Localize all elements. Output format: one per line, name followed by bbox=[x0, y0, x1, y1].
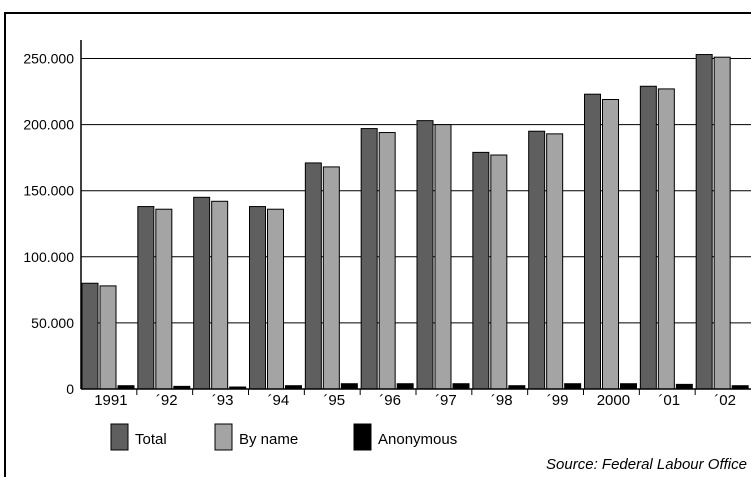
bar-total bbox=[528, 130, 546, 390]
bar-total bbox=[472, 151, 490, 390]
legend-swatch-by-name bbox=[214, 423, 233, 451]
bar-by-name bbox=[490, 154, 508, 390]
bar-by-name bbox=[434, 124, 452, 390]
y-tick-label: 0 bbox=[66, 381, 74, 397]
legend-label: Anonymous bbox=[378, 431, 457, 448]
bar-by-name bbox=[155, 208, 173, 390]
bar-total bbox=[193, 196, 211, 390]
source-note: Source: Federal Labour Office bbox=[546, 456, 747, 473]
bar-anonymous bbox=[396, 383, 414, 390]
bar-by-name bbox=[211, 200, 229, 390]
bar-by-name bbox=[713, 56, 731, 390]
bar-total bbox=[584, 93, 601, 390]
bar-total bbox=[304, 162, 322, 390]
legend: Total By name Anonymous bbox=[110, 423, 457, 451]
x-tick-label: ´01 bbox=[658, 392, 680, 409]
bar-anonymous bbox=[564, 383, 582, 390]
bar-by-name bbox=[602, 98, 619, 390]
x-tick-label: ´95 bbox=[323, 392, 345, 409]
bar-anonymous bbox=[452, 383, 470, 390]
x-tick-label: 2000 bbox=[597, 392, 630, 409]
bar-by-name bbox=[267, 208, 284, 390]
x-tick-label: ´97 bbox=[435, 392, 457, 409]
bar-total bbox=[137, 206, 155, 390]
bar-by-name bbox=[322, 166, 340, 390]
bar-total bbox=[416, 120, 434, 390]
bar-by-name bbox=[546, 133, 564, 390]
x-tick-label: 1991 bbox=[94, 392, 127, 409]
legend-swatch-total bbox=[110, 423, 129, 451]
x-tick-label: ´02 bbox=[714, 392, 736, 409]
bar-total bbox=[360, 128, 378, 390]
y-tick-label: 100.000 bbox=[23, 249, 74, 265]
y-tick-label: 150.000 bbox=[23, 183, 74, 199]
bar-anonymous bbox=[620, 383, 637, 390]
axes bbox=[80, 40, 751, 395]
x-tick-label: ´98 bbox=[491, 392, 513, 409]
bar-anonymous bbox=[340, 383, 358, 390]
legend-swatch-anonymous bbox=[353, 423, 372, 451]
bar-total bbox=[695, 54, 713, 390]
gridlines bbox=[81, 58, 751, 324]
x-tick-label: ´94 bbox=[268, 392, 290, 409]
bar-total bbox=[249, 206, 266, 390]
y-tick-label: 200.000 bbox=[23, 117, 74, 133]
bar-by-name bbox=[657, 88, 675, 390]
y-tick-label: 50.000 bbox=[31, 315, 74, 331]
x-tick-label: ´92 bbox=[156, 392, 178, 409]
x-tick-label: ´99 bbox=[547, 392, 569, 409]
legend-label: Total bbox=[135, 431, 167, 448]
y-tick-labels: 0 50.000 100.000 150.000 200.000 250.000 bbox=[23, 51, 74, 397]
bar-total bbox=[81, 282, 99, 390]
x-tick-labels: 1991 ´92 ´93 ´94 ´95 ´96 ´97 ´98 ´99 2000 ´01 ´02 bbox=[94, 392, 736, 409]
x-tick-label: ´93 bbox=[212, 392, 234, 409]
legend-label: By name bbox=[239, 431, 298, 448]
bar-by-name bbox=[99, 285, 117, 390]
bar-by-name bbox=[378, 132, 396, 390]
y-tick-label: 250.000 bbox=[23, 51, 74, 67]
x-tick-label: ´96 bbox=[379, 392, 401, 409]
bars bbox=[81, 54, 749, 390]
bar-total bbox=[639, 85, 657, 390]
